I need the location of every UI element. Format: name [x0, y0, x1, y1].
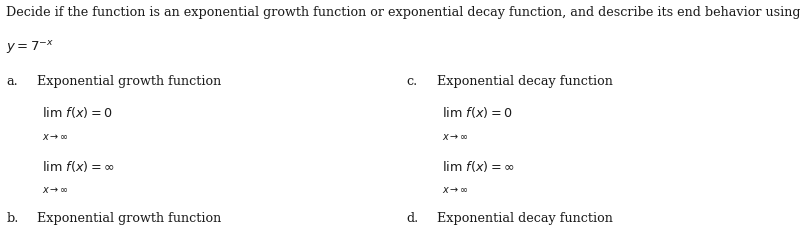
Text: d.: d. [406, 212, 418, 225]
Text: b.: b. [6, 212, 18, 225]
Text: $x \to \infty$: $x \to \infty$ [442, 185, 470, 195]
Text: a.: a. [6, 75, 18, 88]
Text: $\lim\ f(x) = \infty$: $\lim\ f(x) = \infty$ [42, 159, 115, 174]
Text: Exponential growth function: Exponential growth function [37, 75, 221, 88]
Text: Exponential growth function: Exponential growth function [37, 212, 221, 225]
Text: c.: c. [406, 75, 418, 88]
Text: $y = 7^{-x}$: $y = 7^{-x}$ [6, 39, 54, 56]
Text: $\lim\ f(x) = \infty$: $\lim\ f(x) = \infty$ [442, 159, 515, 174]
Text: Exponential decay function: Exponential decay function [437, 212, 613, 225]
Text: Exponential decay function: Exponential decay function [437, 75, 613, 88]
Text: $\lim\ f(x) = 0$: $\lim\ f(x) = 0$ [42, 105, 113, 120]
Text: $x \to \infty$: $x \to \infty$ [42, 132, 70, 141]
Text: Decide if the function is an exponential growth function or exponential decay fu: Decide if the function is an exponential… [6, 6, 800, 19]
Text: $x \to \infty$: $x \to \infty$ [42, 185, 70, 195]
Text: $x \to \infty$: $x \to \infty$ [442, 132, 470, 141]
Text: $\lim\ f(x) = 0$: $\lim\ f(x) = 0$ [442, 105, 513, 120]
